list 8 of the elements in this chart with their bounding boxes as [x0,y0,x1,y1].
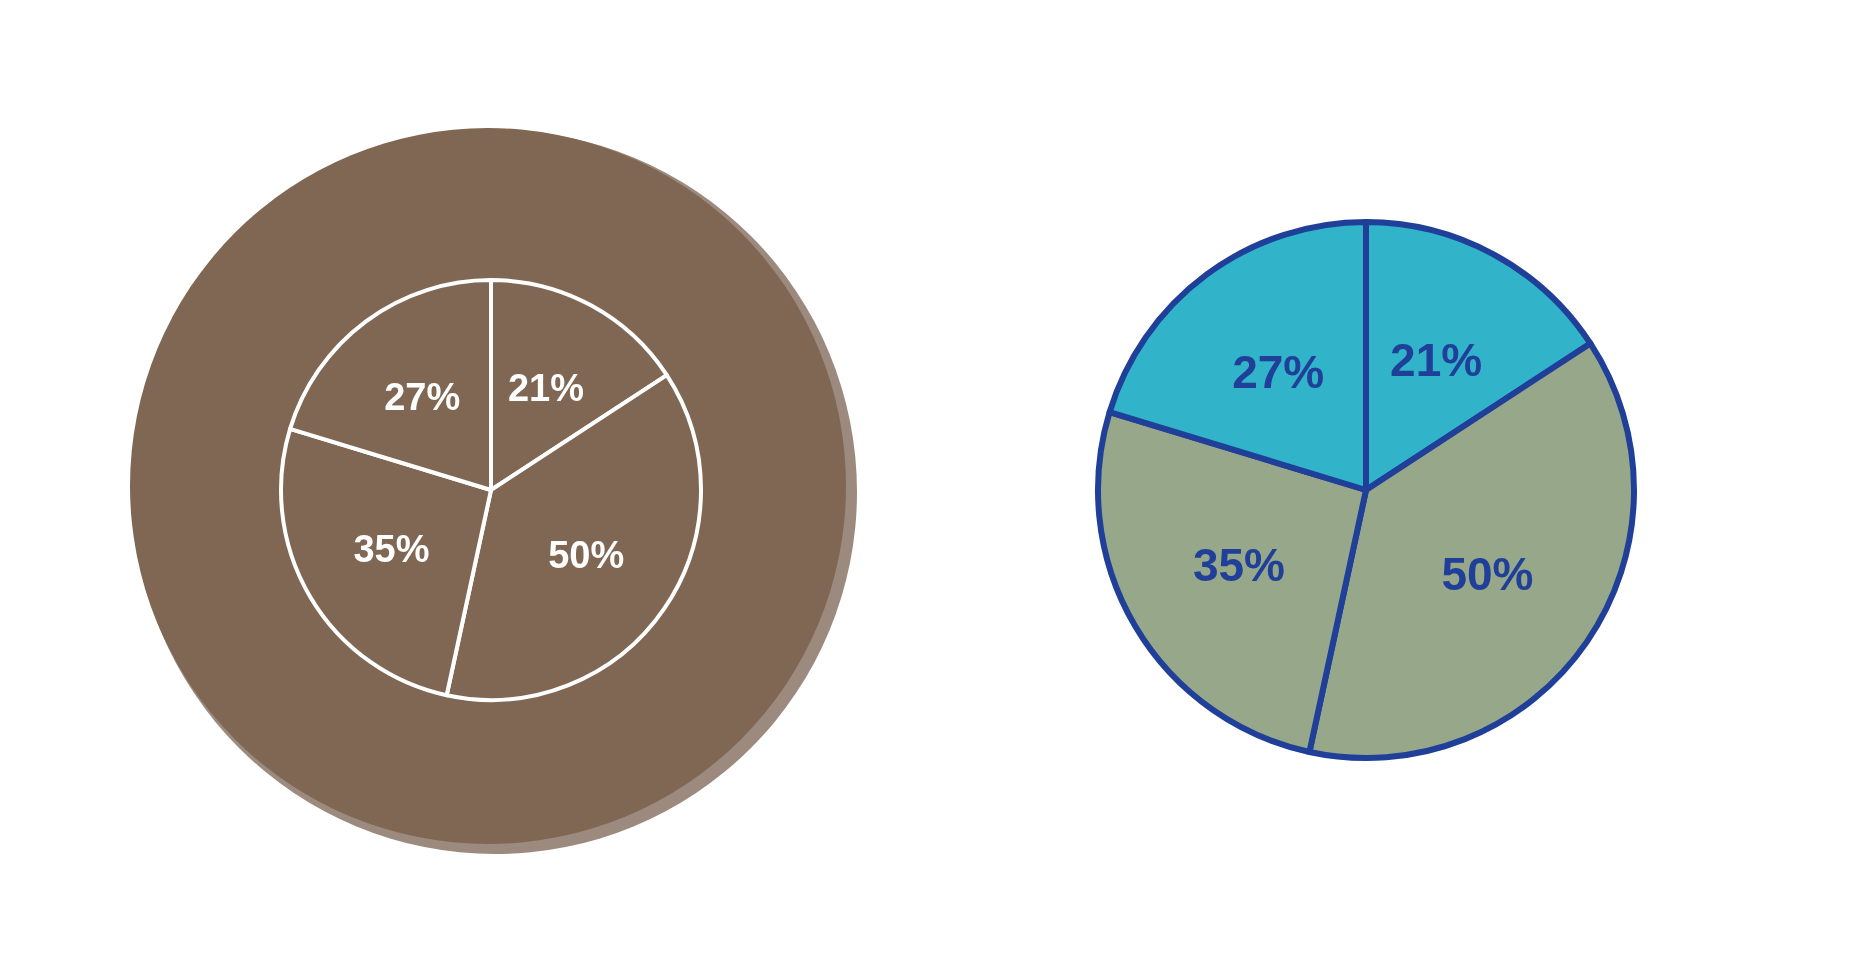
data-label: 35% [1192,538,1285,591]
data-label: 50% [548,534,625,577]
data-label: 50% [1441,547,1534,600]
data-label: 35% [353,527,430,570]
data-label: 21% [1390,334,1483,387]
data-label: 27% [1232,345,1325,398]
data-label: 27% [384,376,461,419]
data-label: 21% [507,367,584,410]
